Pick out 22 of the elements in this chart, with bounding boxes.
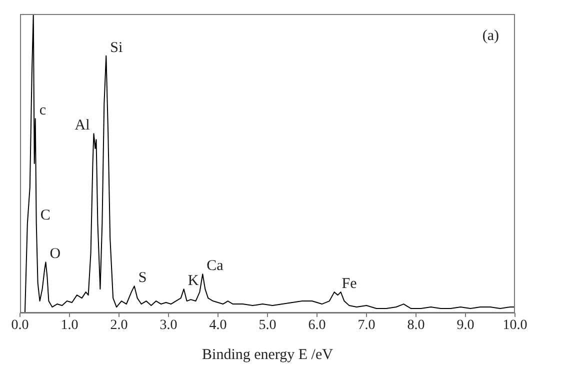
x-tick-label: 5.0 bbox=[258, 318, 276, 333]
annotation: K bbox=[188, 273, 199, 290]
x-tick-label: 6.0 bbox=[308, 318, 326, 333]
x-tick-label: 10.0 bbox=[502, 318, 528, 333]
annotation: Al bbox=[74, 118, 90, 134]
annotation: S bbox=[138, 270, 147, 286]
x-tick-label: 8.0 bbox=[407, 318, 425, 333]
x-tick-label: 7.0 bbox=[358, 318, 376, 333]
x-tick-label: 2.0 bbox=[110, 318, 128, 333]
x-tick-label: 4.0 bbox=[209, 318, 227, 333]
annotation: Fe bbox=[342, 276, 358, 292]
annotation: O bbox=[50, 246, 61, 262]
annotation: C bbox=[40, 207, 50, 224]
x-axis-title: Binding energy E /eV bbox=[202, 347, 334, 363]
annotation: (a) bbox=[482, 28, 499, 45]
x-tick-label: 9.0 bbox=[456, 318, 474, 333]
annotation: Si bbox=[110, 40, 123, 56]
annotation: Ca bbox=[206, 258, 224, 274]
x-tick-label: 3.0 bbox=[160, 318, 178, 333]
x-tick-label: 0.0 bbox=[11, 318, 29, 333]
x-tick-label: 1.0 bbox=[60, 318, 78, 333]
annotation: c bbox=[39, 102, 46, 119]
